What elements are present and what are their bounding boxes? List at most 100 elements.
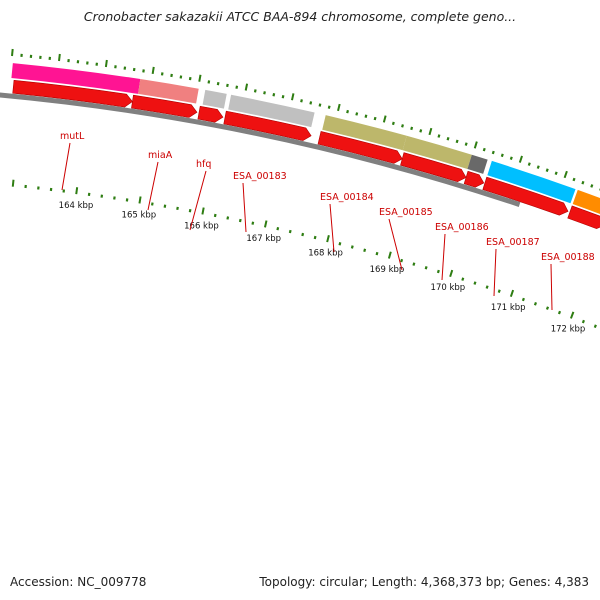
scale-minor-tick — [424, 266, 428, 270]
scale-minor-tick — [350, 245, 354, 249]
outer-major-tick — [473, 141, 478, 149]
scale-minor-tick — [461, 277, 465, 281]
gene-label: miaA — [148, 150, 173, 161]
cds-arrow — [131, 94, 198, 118]
scale-label: 172 kbp — [551, 325, 586, 335]
scale-label: 170 kbp — [431, 283, 466, 293]
outer-minor-tick — [300, 99, 303, 103]
scale-minor-tick — [533, 302, 537, 306]
cds-arrow — [463, 170, 485, 188]
outer-minor-tick — [226, 83, 229, 88]
scale-minor-tick — [412, 262, 416, 266]
gene-label-leader — [329, 203, 335, 253]
outer-minor-tick — [272, 93, 276, 97]
cds-arrow — [223, 110, 312, 141]
gene-label: ESA_00184 — [320, 192, 374, 203]
gene-feature-block — [402, 135, 472, 170]
outer-major-tick — [518, 155, 523, 163]
gene-feature-block — [572, 189, 600, 214]
scale-minor-tick — [163, 204, 167, 208]
feature-track — [11, 63, 600, 214]
outer-minor-tick — [346, 109, 349, 114]
gene-labels: mutLmiaAhfqESA_00183ESA_00184ESA_00185ES… — [60, 131, 595, 311]
scale-minor-tick — [288, 229, 292, 234]
gene-label-leader — [441, 233, 446, 281]
backbone-arc — [0, 92, 521, 208]
outer-minor-tick — [281, 95, 285, 99]
outer-minor-tick — [179, 75, 183, 79]
scale-major-tick — [449, 269, 454, 278]
outer-minor-tick — [235, 85, 239, 89]
gene-label: mutL — [60, 131, 85, 142]
outer-minor-tick — [188, 76, 192, 81]
outer-minor-tick — [491, 150, 495, 155]
cds-track — [12, 79, 600, 229]
gene-feature-block — [138, 79, 199, 104]
outer-major-tick — [290, 93, 295, 101]
gene-label-leader — [61, 142, 71, 191]
accession-text: Accession: NC_009778 — [10, 575, 147, 589]
outer-major-tick — [11, 48, 14, 57]
genome-stats-text: Topology: circular; Length: 4,368,373 bp… — [259, 575, 589, 589]
gene-label-leader — [493, 248, 497, 297]
outer-minor-tick — [263, 91, 266, 95]
scale-label: 164 kbp — [59, 201, 94, 211]
outer-major-tick — [244, 83, 249, 91]
scale-minor-tick — [557, 310, 562, 315]
gene-label: ESA_00183 — [233, 171, 287, 182]
scale-minor-tick — [375, 251, 379, 256]
cds-arrow — [482, 176, 569, 216]
outer-minor-tick — [464, 142, 468, 146]
scale-label: 169 kbp — [370, 265, 405, 275]
gene-label: ESA_00186 — [435, 222, 489, 233]
gene-label: ESA_00185 — [379, 207, 433, 218]
gene-label: ESA_00187 — [486, 237, 540, 248]
outer-major-tick — [198, 74, 202, 82]
outer-minor-tick — [446, 136, 450, 141]
scale-major-tick — [326, 235, 330, 243]
outer-minor-tick — [581, 180, 585, 185]
outer-minor-tick — [419, 129, 423, 133]
gene-label: hfq — [196, 159, 211, 170]
gene-feature-block — [322, 115, 407, 151]
scale-minor-tick — [436, 269, 440, 274]
scale-minor-tick — [473, 281, 477, 285]
scale-major-tick — [570, 311, 575, 319]
scale-minor-tick — [363, 248, 367, 253]
outer-minor-tick — [373, 116, 377, 121]
scale-minor-tick — [251, 221, 255, 225]
gene-feature-block — [467, 154, 488, 174]
gene-label-leader — [242, 182, 247, 233]
scale-minor-tick — [188, 208, 192, 213]
outer-minor-tick — [309, 101, 313, 105]
scale-minor-tick — [485, 285, 489, 289]
scale-minor-tick — [313, 235, 317, 240]
outer-major-tick — [428, 127, 433, 136]
scale-label: 166 kbp — [184, 221, 219, 231]
scale-minor-tick — [301, 232, 305, 237]
outer-tick-ring — [11, 48, 600, 191]
scale-major-tick — [75, 187, 79, 195]
scale-label: 167 kbp — [246, 234, 281, 244]
scale-labels: 164 kbp 165 kbp 166 kbp 167 kbp 168 kbp 169 k… — [59, 201, 586, 335]
scale-label: 165 kbp — [122, 210, 157, 220]
scale-tick-ring — [11, 179, 597, 328]
outer-minor-tick — [536, 165, 540, 169]
outer-minor-tick — [455, 139, 459, 144]
scale-major-tick — [11, 179, 15, 187]
outer-major-tick — [563, 170, 568, 179]
scale-minor-tick — [338, 242, 342, 246]
outer-minor-tick — [437, 134, 441, 138]
scale-label: 168 kbp — [308, 249, 343, 259]
outer-major-tick — [151, 66, 155, 75]
scale-minor-tick — [521, 297, 525, 302]
outer-minor-tick — [364, 114, 368, 118]
gene-feature-block — [487, 160, 576, 204]
gene-feature-block — [11, 63, 141, 94]
outer-major-tick — [382, 115, 387, 123]
outer-minor-tick — [216, 81, 220, 86]
outer-minor-tick — [572, 177, 576, 182]
outer-minor-tick — [355, 112, 359, 116]
outer-minor-tick — [554, 171, 558, 176]
